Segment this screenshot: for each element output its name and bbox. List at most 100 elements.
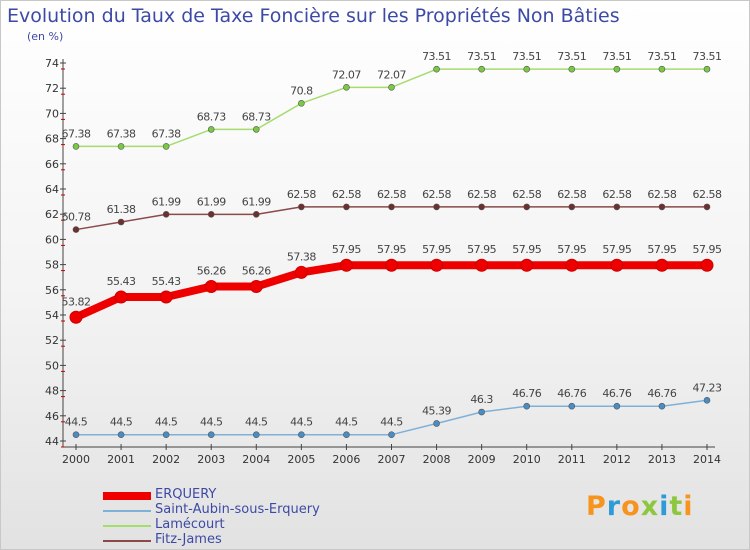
data-label: 73.51	[647, 50, 676, 63]
data-label: 73.51	[693, 50, 722, 63]
y-tick-label: 52	[45, 334, 59, 347]
x-tick-label: 2000	[62, 453, 90, 466]
data-point	[162, 143, 170, 150]
data-label: 46.3	[470, 393, 493, 406]
legend-swatch-lamecourt	[103, 525, 151, 527]
data-point	[478, 203, 485, 211]
data-label: 73.51	[422, 50, 451, 63]
data-point	[613, 203, 621, 211]
data-point	[249, 280, 263, 294]
data-label: 62.58	[467, 188, 496, 201]
chart-title: Evolution du Taux de Taxe Foncière sur l…	[7, 5, 620, 27]
data-label: 55.43	[107, 275, 136, 288]
data-label: 73.51	[557, 50, 586, 63]
data-point	[388, 84, 395, 91]
data-label: 44.5	[65, 416, 88, 429]
data-point	[294, 265, 308, 279]
data-point	[568, 203, 576, 211]
logo-letter: t	[669, 491, 684, 522]
x-tick-label: 2010	[513, 453, 541, 466]
data-point	[339, 258, 353, 272]
y-tick-label: 72	[45, 82, 59, 95]
data-label: 57.95	[557, 243, 586, 256]
y-tick-label: 74	[45, 57, 59, 70]
data-point	[343, 203, 350, 211]
data-label: 53.82	[62, 295, 91, 308]
data-point	[207, 431, 215, 439]
y-tick-label: 50	[45, 359, 59, 372]
data-point	[703, 65, 711, 73]
logo-letter: i	[683, 491, 694, 522]
legend-label-erquery: ERQUERY	[155, 487, 217, 502]
data-point	[72, 226, 80, 233]
data-point	[298, 100, 305, 107]
data-label: 55.43	[152, 275, 181, 288]
data-label: 44.5	[200, 416, 223, 429]
data-label: 56.26	[197, 265, 226, 278]
data-label: 44.5	[380, 416, 403, 429]
data-label: 46.76	[557, 387, 586, 400]
data-label: 61.99	[242, 195, 271, 208]
data-point	[613, 65, 621, 73]
data-label: 62.58	[377, 188, 406, 201]
data-label: 73.51	[512, 50, 541, 63]
y-tick-label: 54	[45, 309, 59, 322]
data-label: 72.07	[332, 68, 361, 81]
data-label: 62.58	[557, 188, 586, 201]
y-tick-label: 70	[45, 107, 59, 120]
data-point	[298, 203, 305, 211]
data-point	[430, 258, 444, 272]
y-tick-label: 44	[45, 435, 59, 448]
data-label: 62.58	[693, 188, 722, 201]
x-tick-label: 2008	[423, 453, 451, 466]
data-point	[159, 290, 173, 304]
x-tick-label: 2001	[107, 453, 135, 466]
data-label: 57.95	[602, 243, 631, 256]
data-point	[658, 402, 666, 410]
data-point	[610, 258, 624, 272]
data-point	[565, 258, 579, 272]
data-point	[298, 431, 305, 439]
logo-letter: i	[659, 491, 670, 522]
x-tick-label: 2009	[468, 453, 496, 466]
logo-letter: o	[621, 491, 641, 522]
legend-swatch-erquery	[103, 492, 151, 500]
legend-label-saint-aubin: Saint-Aubin-sous-Erquery	[155, 502, 320, 517]
logo-letter: r	[606, 491, 622, 522]
data-label: 62.58	[287, 188, 316, 201]
x-tick-label: 2003	[197, 453, 225, 466]
data-point	[433, 203, 440, 211]
data-point	[700, 258, 714, 272]
data-label: 57.95	[647, 243, 676, 256]
data-point	[162, 431, 170, 439]
data-point	[343, 84, 350, 91]
x-tick-label: 2012	[603, 453, 631, 466]
data-point	[655, 258, 669, 272]
data-point	[385, 258, 398, 272]
data-label: 62.58	[512, 188, 541, 201]
data-label: 67.38	[62, 127, 91, 140]
data-point	[433, 65, 440, 73]
data-label: 57.95	[693, 243, 722, 256]
data-point	[117, 218, 125, 226]
data-label: 68.73	[242, 110, 271, 123]
series-line-0	[74, 261, 707, 321]
data-label: 44.5	[110, 416, 133, 429]
data-point	[207, 211, 215, 218]
logo-letter: x	[640, 491, 660, 522]
data-label: 57.38	[287, 250, 316, 263]
data-label: 57.95	[422, 243, 451, 256]
data-point	[520, 258, 534, 272]
proxiti-logo: Proxiti	[586, 491, 694, 522]
data-point	[523, 65, 531, 73]
data-label: 46.76	[512, 387, 541, 400]
y-tick-label: 58	[45, 259, 59, 272]
data-label: 56.26	[242, 265, 271, 278]
data-point	[658, 203, 666, 211]
data-point	[433, 420, 440, 427]
data-point	[162, 211, 170, 218]
data-label: 46.76	[647, 387, 676, 400]
data-point	[523, 203, 531, 211]
data-point	[703, 397, 711, 404]
